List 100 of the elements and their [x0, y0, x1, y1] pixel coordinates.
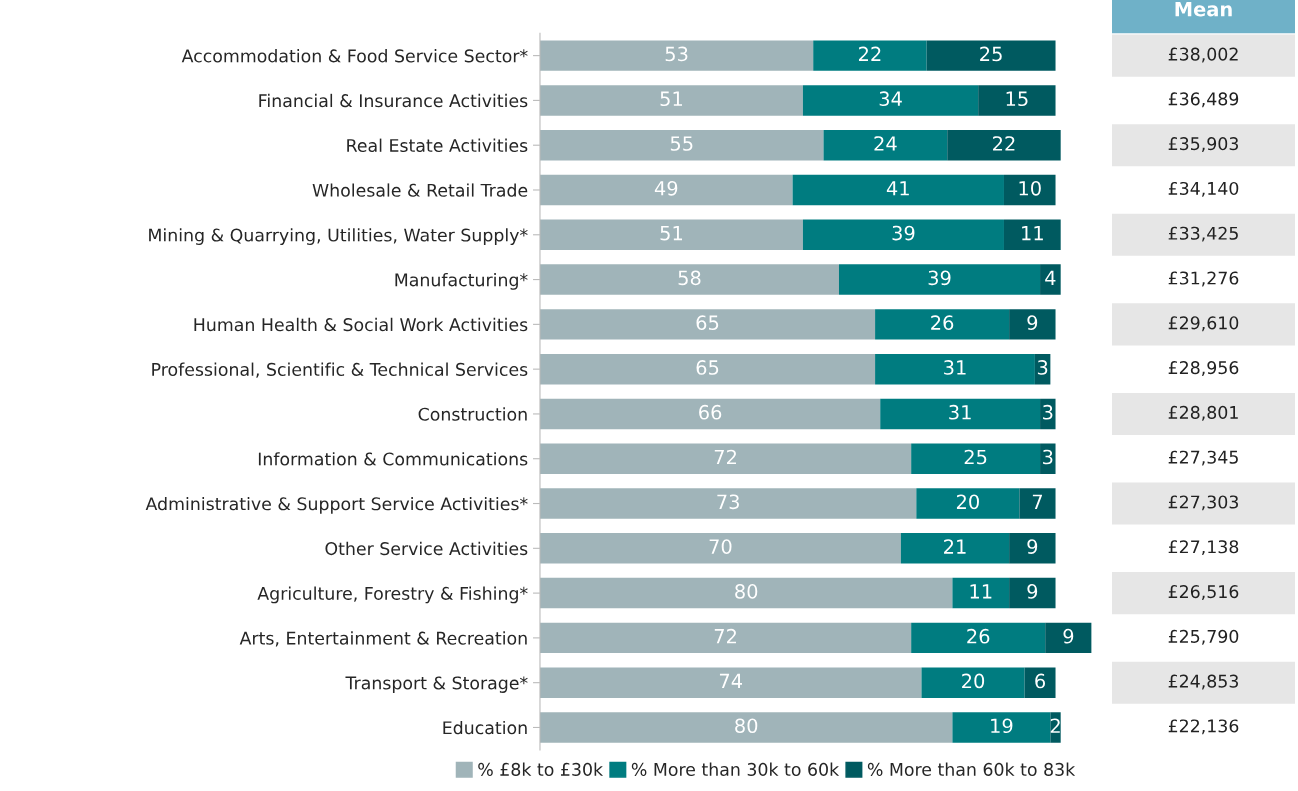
y-tick-label: Professional, Scientific & Technical Services — [152, 362, 528, 378]
bar — [1003, 219, 1061, 251]
bar — [1019, 488, 1056, 519]
bar — [539, 129, 824, 161]
text: £25,790 — [1168, 629, 1239, 645]
bar — [1009, 309, 1056, 340]
data-label: 39 — [928, 270, 951, 286]
data-label: 39 — [892, 225, 915, 241]
text: £27,303 — [1168, 495, 1238, 511]
bar — [875, 353, 1035, 385]
data-label: 4 — [1045, 270, 1056, 285]
bar — [1040, 264, 1061, 295]
data-label: 41 — [886, 181, 909, 196]
text: £34,140 — [1168, 181, 1239, 197]
data-label: 24 — [874, 136, 897, 151]
data-label: 3 — [1043, 404, 1053, 420]
bar — [539, 398, 881, 430]
bar — [1050, 712, 1061, 743]
data-label: 25 — [980, 46, 1002, 62]
y-tick-label: Education — [443, 720, 527, 735]
text: £27,345 — [1168, 450, 1238, 466]
bar — [539, 488, 917, 519]
data-label: 55 — [670, 136, 693, 151]
data-label: 72 — [714, 628, 736, 644]
legend-label: % £8k to £30k — [478, 762, 604, 776]
bar — [978, 85, 1056, 116]
bar — [1003, 174, 1056, 206]
y-tick-label: Agriculture, Forestry & Fishing* — [257, 586, 528, 604]
legend-label: % More than 60k to 83k — [867, 762, 1076, 776]
bar — [539, 667, 922, 698]
data-label: 9 — [1027, 539, 1038, 554]
bar — [539, 577, 953, 609]
data-label: 9 — [1027, 584, 1038, 599]
bar — [911, 622, 1046, 654]
y-tick-label: Human Health & Social Work Activities — [194, 317, 528, 332]
bar — [539, 443, 912, 474]
data-label: 74 — [719, 673, 743, 689]
data-label: 26 — [967, 628, 990, 644]
data-label: 10 — [1019, 180, 1041, 196]
bar — [1040, 398, 1056, 430]
data-label: 65 — [696, 315, 719, 330]
text: £24,853 — [1168, 674, 1238, 690]
text: £35,903 — [1168, 137, 1238, 153]
bar — [539, 353, 876, 385]
data-label: 6 — [1035, 673, 1046, 689]
data-label: 11 — [970, 584, 992, 599]
data-label: 53 — [665, 46, 688, 62]
bar — [875, 309, 1010, 340]
text: £33,425 — [1168, 226, 1238, 242]
text: £31,276 — [1168, 271, 1239, 287]
bar — [539, 85, 803, 116]
y-tick-label: Other Service Activities — [325, 541, 528, 556]
y-tick-label: Real Estate Activities — [347, 138, 528, 153]
y-tick-label: Administrative & Support Service Activities* — [145, 496, 528, 514]
bar — [539, 712, 953, 743]
data-label: 34 — [879, 91, 902, 107]
data-label: 11 — [1022, 225, 1043, 241]
bar — [1024, 667, 1056, 698]
bar — [911, 443, 1041, 474]
legend-label: % More than 30k to 60k — [631, 762, 840, 776]
data-label: 9 — [1027, 315, 1038, 330]
text: £26,516 — [1168, 585, 1239, 600]
bar — [1040, 443, 1056, 474]
data-label: 51 — [660, 225, 683, 241]
bar — [926, 40, 1056, 71]
bar — [1009, 533, 1056, 564]
bar — [813, 40, 927, 71]
data-label: 7 — [1032, 494, 1043, 509]
bar — [838, 264, 1041, 295]
bar — [880, 398, 1041, 430]
bar — [952, 712, 1051, 743]
text: £36,489 — [1168, 92, 1239, 108]
bar — [539, 309, 876, 340]
bar — [539, 264, 839, 295]
data-label: 31 — [949, 404, 971, 420]
data-label: 19 — [991, 718, 1013, 734]
text: £38,002 — [1168, 47, 1238, 63]
bar — [539, 40, 814, 71]
bar — [539, 622, 912, 654]
bar — [792, 174, 1004, 206]
text: £22,136 — [1168, 719, 1239, 735]
data-label: 3 — [1037, 360, 1048, 375]
bar — [1045, 622, 1092, 654]
y-tick-label: Wholesale & Retail Trade — [312, 183, 528, 197]
bar — [921, 667, 1025, 698]
y-tick-label: Mining & Quarrying, Utilities, Water Supply* — [149, 228, 528, 245]
y-tick-label: Construction — [418, 407, 527, 421]
data-label: 9 — [1063, 628, 1074, 644]
bar — [539, 219, 803, 251]
data-label: 31 — [944, 360, 966, 375]
data-label: 49 — [654, 180, 678, 196]
data-label: 65 — [696, 360, 719, 375]
data-label: 22 — [993, 136, 1015, 151]
text: £29,610 — [1168, 316, 1239, 332]
data-label: 20 — [962, 673, 985, 689]
y-tick-label: Accommodation & Food Service Sector* — [181, 49, 528, 63]
y-tick-label: Arts, Entertainment & Recreation — [239, 631, 527, 647]
bar — [900, 533, 1010, 564]
text: Mean — [1175, 2, 1232, 17]
text: £27,138 — [1168, 540, 1239, 556]
